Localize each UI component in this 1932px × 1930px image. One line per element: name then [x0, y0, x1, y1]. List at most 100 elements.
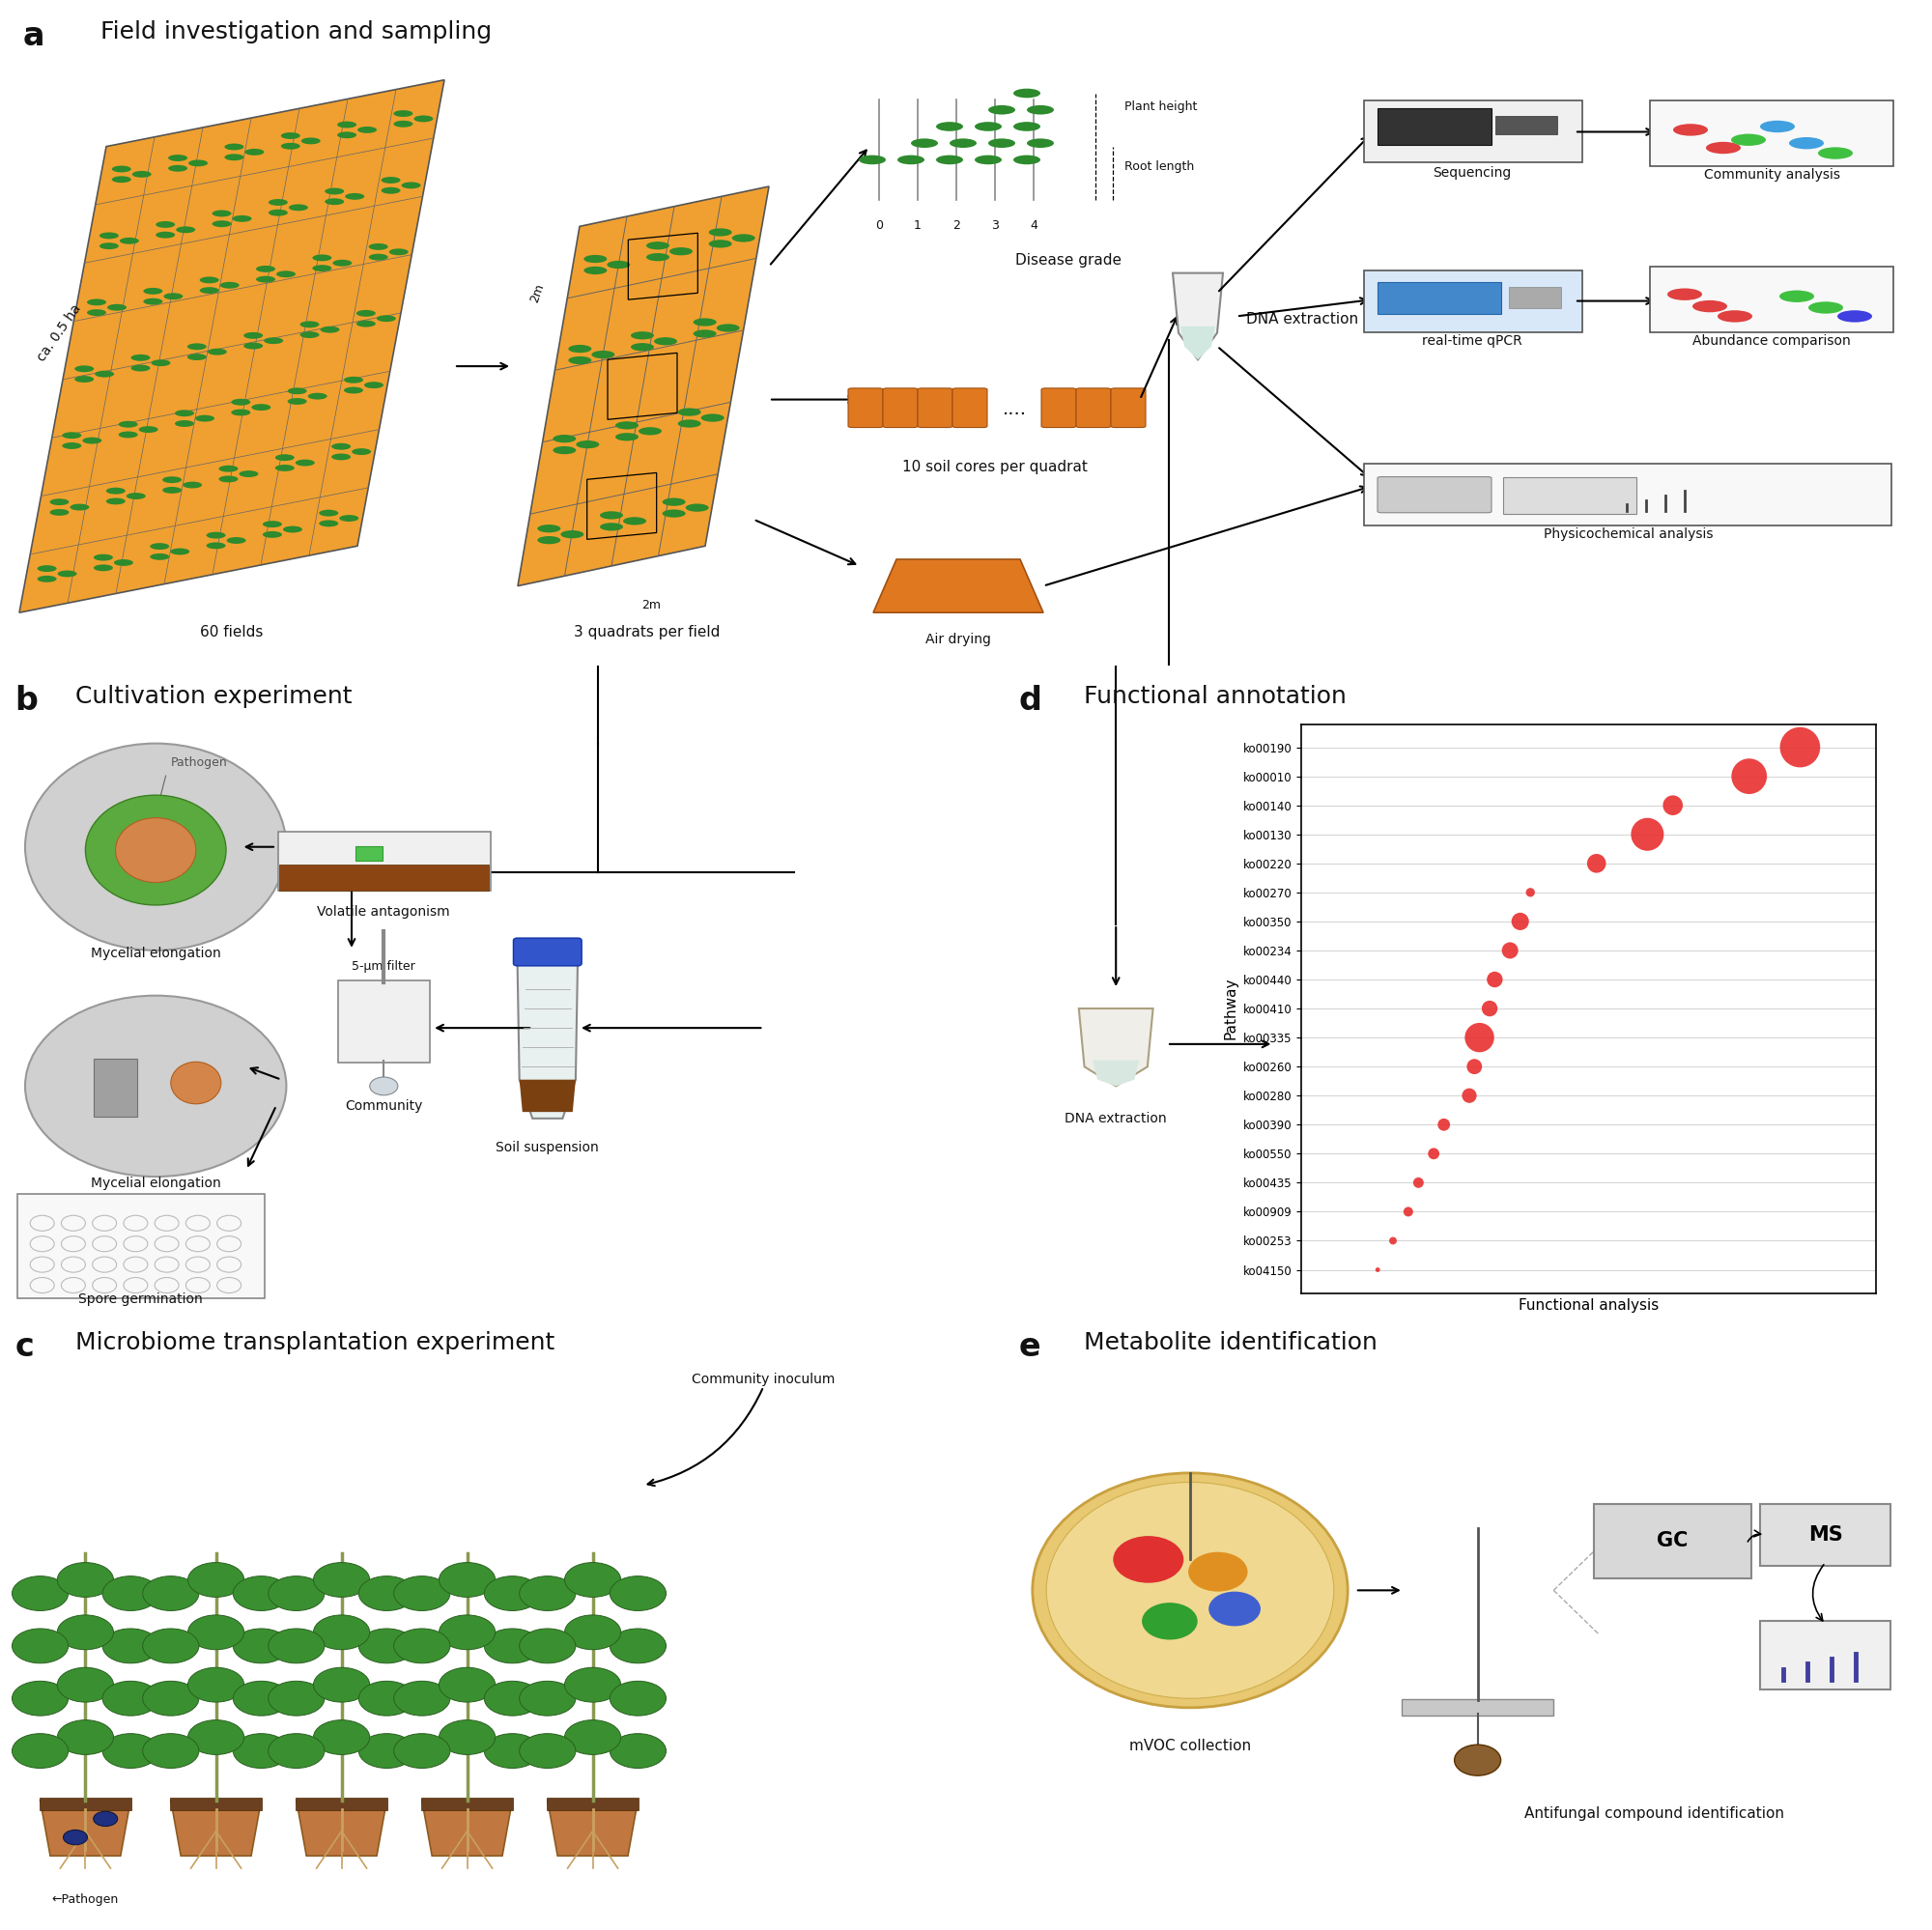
Polygon shape	[520, 1079, 576, 1112]
Circle shape	[413, 116, 433, 122]
Circle shape	[670, 247, 692, 255]
Circle shape	[989, 139, 1016, 149]
Circle shape	[162, 486, 182, 494]
Circle shape	[83, 438, 102, 444]
Circle shape	[1808, 301, 1843, 313]
Circle shape	[58, 1563, 114, 1598]
Circle shape	[694, 330, 717, 338]
Circle shape	[394, 1733, 450, 1768]
Text: GC: GC	[1658, 1530, 1689, 1550]
Circle shape	[357, 127, 377, 133]
Ellipse shape	[116, 818, 195, 882]
FancyBboxPatch shape	[952, 388, 987, 427]
Circle shape	[381, 187, 400, 193]
Circle shape	[280, 143, 299, 149]
Circle shape	[120, 237, 139, 243]
Circle shape	[187, 344, 207, 349]
Text: mVOC collection: mVOC collection	[1128, 1739, 1252, 1752]
Text: real-time qPCR: real-time qPCR	[1422, 334, 1522, 347]
Circle shape	[553, 434, 576, 442]
Circle shape	[485, 1681, 541, 1716]
Circle shape	[151, 554, 170, 560]
Circle shape	[269, 1681, 325, 1716]
Ellipse shape	[1032, 1473, 1349, 1708]
Text: Metabolite identification: Metabolite identification	[1084, 1332, 1378, 1355]
Text: d: d	[1018, 685, 1041, 718]
Circle shape	[224, 143, 243, 151]
Circle shape	[112, 166, 131, 172]
Text: c: c	[15, 1332, 35, 1363]
Circle shape	[313, 1720, 369, 1754]
Text: Functional annotation: Functional annotation	[1084, 685, 1347, 708]
Circle shape	[439, 1615, 495, 1650]
Text: 1: 1	[914, 220, 922, 232]
Circle shape	[622, 517, 645, 525]
Circle shape	[352, 448, 371, 455]
Text: DNA extraction: DNA extraction	[1065, 1112, 1167, 1125]
Text: Abundance comparison: Abundance comparison	[1692, 334, 1851, 347]
Circle shape	[99, 232, 118, 239]
Circle shape	[70, 504, 89, 510]
Polygon shape	[1180, 326, 1215, 359]
Ellipse shape	[170, 1062, 220, 1104]
Circle shape	[75, 365, 95, 372]
Circle shape	[912, 139, 939, 149]
Circle shape	[338, 131, 357, 139]
Circle shape	[164, 293, 184, 299]
Circle shape	[58, 571, 77, 577]
Circle shape	[93, 564, 112, 571]
FancyBboxPatch shape	[17, 1195, 265, 1299]
Circle shape	[195, 415, 214, 421]
Circle shape	[614, 421, 638, 428]
Text: DNA extraction: DNA extraction	[1246, 313, 1358, 326]
Circle shape	[359, 1681, 415, 1716]
FancyBboxPatch shape	[421, 1799, 514, 1810]
FancyBboxPatch shape	[1503, 477, 1636, 513]
Circle shape	[564, 1615, 620, 1650]
Polygon shape	[873, 560, 1043, 612]
Point	[1658, 789, 1689, 820]
Circle shape	[611, 1681, 667, 1716]
Polygon shape	[1078, 1009, 1153, 1087]
Circle shape	[663, 510, 686, 517]
Circle shape	[1014, 154, 1041, 164]
Circle shape	[288, 205, 307, 210]
Circle shape	[143, 1577, 199, 1612]
Circle shape	[218, 465, 238, 473]
Circle shape	[645, 241, 668, 249]
Text: b: b	[15, 685, 39, 718]
Text: Air drying: Air drying	[925, 633, 991, 647]
FancyBboxPatch shape	[1111, 388, 1146, 427]
Point	[1633, 818, 1663, 849]
Circle shape	[359, 1733, 415, 1768]
Circle shape	[280, 133, 299, 139]
Circle shape	[276, 270, 296, 278]
Circle shape	[1718, 311, 1752, 322]
Circle shape	[269, 1577, 325, 1612]
Circle shape	[274, 465, 294, 471]
FancyBboxPatch shape	[39, 1799, 131, 1810]
Circle shape	[439, 1563, 495, 1598]
Circle shape	[269, 208, 288, 216]
Circle shape	[168, 164, 187, 172]
Polygon shape	[170, 1801, 261, 1857]
Circle shape	[717, 324, 740, 332]
Circle shape	[325, 187, 344, 195]
Circle shape	[234, 1681, 290, 1716]
Text: Disease grade: Disease grade	[1016, 253, 1121, 268]
FancyBboxPatch shape	[1650, 100, 1893, 166]
Text: 2m: 2m	[641, 598, 661, 612]
Point	[1403, 1168, 1434, 1199]
Circle shape	[332, 261, 352, 266]
Text: Volatile antagonism: Volatile antagonism	[317, 905, 450, 919]
Circle shape	[184, 482, 203, 488]
Circle shape	[630, 344, 653, 351]
Text: Field investigation and sampling: Field investigation and sampling	[100, 19, 493, 42]
Text: Community inoculum: Community inoculum	[692, 1372, 835, 1386]
Circle shape	[560, 531, 583, 538]
Circle shape	[686, 504, 709, 511]
Point	[1362, 1254, 1393, 1285]
Circle shape	[62, 432, 81, 438]
Circle shape	[243, 332, 263, 340]
FancyBboxPatch shape	[1378, 108, 1492, 145]
